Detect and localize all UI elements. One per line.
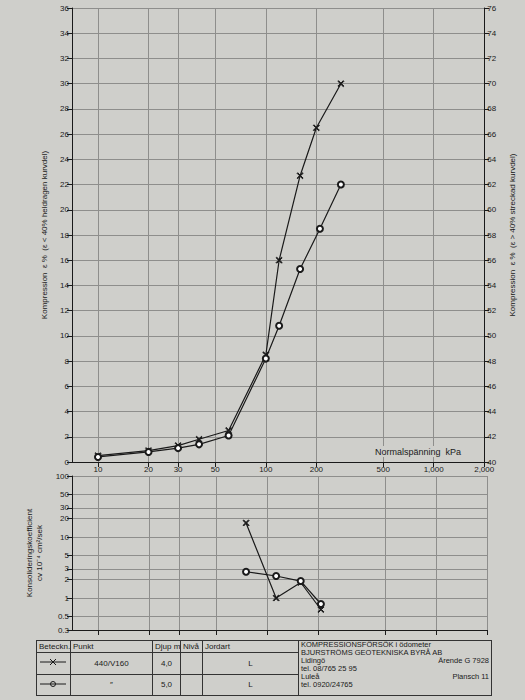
svg-text:50: 50 bbox=[211, 465, 220, 474]
svg-text:20: 20 bbox=[144, 465, 153, 474]
svg-text:Kompression ε % (ε < 40% hel: Kompression ε % (ε < 40% heldragen kurvd… bbox=[40, 151, 49, 320]
svg-text:24: 24 bbox=[60, 155, 69, 164]
html-text:Jordart: Jordart bbox=[205, 642, 230, 651]
svg-text:70: 70 bbox=[487, 79, 496, 88]
svg-text:10: 10 bbox=[60, 331, 69, 340]
svg-text:36: 36 bbox=[60, 4, 69, 13]
svg-text:30: 30 bbox=[174, 465, 183, 474]
svg-text:5: 5 bbox=[65, 551, 70, 560]
svg-text:12: 12 bbox=[60, 306, 69, 315]
html-text:440/V160: 440/V160 bbox=[94, 658, 129, 668]
svg-text:20: 20 bbox=[60, 205, 69, 214]
svg-text:60: 60 bbox=[487, 205, 496, 214]
svg-text:54: 54 bbox=[487, 281, 496, 290]
svg-text:1: 1 bbox=[65, 594, 70, 603]
html-text:L: L bbox=[248, 680, 253, 690]
html-text:KOMPRESSIONSFÖRSÖK i ödometer: KOMPRESSIONSFÖRSÖK i ödometer bbox=[301, 640, 431, 649]
svg-text:58: 58 bbox=[487, 231, 496, 240]
svg-text:44: 44 bbox=[487, 407, 496, 416]
html-text:Djup m Nivå: Djup m Nivå bbox=[155, 642, 199, 651]
svg-text:76: 76 bbox=[487, 4, 496, 13]
svg-text:100: 100 bbox=[56, 472, 70, 481]
svg-text:56: 56 bbox=[487, 256, 496, 265]
html-text:Luleå: Luleå bbox=[301, 672, 320, 681]
svg-text:10: 10 bbox=[94, 465, 103, 474]
svg-text:14: 14 bbox=[60, 281, 69, 290]
html-text:5,0: 5,0 bbox=[160, 680, 173, 690]
svg-text:2,000: 2,000 bbox=[474, 465, 495, 474]
svg-text:cv 10⁻⁴ cm²/sek: cv 10⁻⁴ cm²/sek bbox=[35, 524, 44, 581]
svg-text:50: 50 bbox=[487, 331, 496, 340]
svg-text:200: 200 bbox=[310, 465, 324, 474]
svg-text:2: 2 bbox=[65, 432, 70, 441]
svg-text:74: 74 bbox=[487, 29, 496, 38]
html-text:L: L bbox=[248, 658, 253, 668]
svg-text:500: 500 bbox=[376, 465, 390, 474]
svg-text:2: 2 bbox=[65, 575, 70, 584]
svg-text:28: 28 bbox=[60, 104, 69, 113]
svg-text:0.3: 0.3 bbox=[58, 626, 70, 635]
svg-text:20: 20 bbox=[60, 514, 69, 523]
svg-text:42: 42 bbox=[487, 432, 496, 441]
html-text:Plansch 11: Plansch 11 bbox=[452, 672, 489, 681]
svg-text:16: 16 bbox=[60, 256, 69, 265]
svg-text:34: 34 bbox=[60, 29, 69, 38]
svg-text:68: 68 bbox=[487, 104, 496, 113]
svg-text:4: 4 bbox=[65, 407, 70, 416]
html-text:tel. 08/765 25 95: tel. 08/765 25 95 bbox=[301, 664, 357, 673]
html-text:4,0: 4,0 bbox=[160, 658, 173, 668]
svg-text:1,000: 1,000 bbox=[424, 465, 445, 474]
svg-text:0: 0 bbox=[65, 458, 70, 467]
svg-text:72: 72 bbox=[487, 54, 496, 63]
svg-text:40: 40 bbox=[487, 457, 497, 467]
svg-text:64: 64 bbox=[487, 155, 496, 164]
svg-text:50: 50 bbox=[60, 490, 69, 499]
html-text:BJURSTRÖMS GEOTEKNISKA BYRÅ AB: BJURSTRÖMS GEOTEKNISKA BYRÅ AB bbox=[301, 648, 443, 657]
svg-text:3: 3 bbox=[65, 564, 70, 573]
svg-text:Kompression ε % (ε > 40% str: Kompression ε % (ε > 40% streckad kurvde… bbox=[508, 153, 517, 316]
html-text:Lidingö: Lidingö bbox=[301, 656, 326, 665]
html-text:Ärende G 7928: Ärende G 7928 bbox=[438, 656, 489, 665]
svg-text:26: 26 bbox=[60, 130, 69, 139]
svg-text:Konsolideringskoefficient: Konsolideringskoefficient bbox=[25, 508, 34, 597]
svg-text:22: 22 bbox=[60, 180, 69, 189]
svg-text:6: 6 bbox=[65, 382, 70, 391]
svg-text:62: 62 bbox=[487, 180, 496, 189]
svg-text:30: 30 bbox=[60, 503, 69, 512]
svg-text:46: 46 bbox=[487, 382, 496, 391]
svg-text:32: 32 bbox=[60, 54, 69, 63]
svg-text:100: 100 bbox=[259, 465, 273, 474]
html-text:tel. 0920/24765: tel. 0920/24765 bbox=[301, 680, 353, 689]
svg-text:10: 10 bbox=[60, 533, 69, 542]
svg-text:66: 66 bbox=[487, 130, 496, 139]
svg-text:8: 8 bbox=[65, 357, 70, 366]
svg-text:0.5: 0.5 bbox=[58, 612, 70, 621]
svg-text:52: 52 bbox=[487, 306, 496, 315]
svg-text:48: 48 bbox=[487, 357, 496, 366]
svg-text:30: 30 bbox=[60, 79, 69, 88]
html-text:Beteckn. Punkt: Beteckn. Punkt bbox=[39, 642, 94, 651]
svg-text:Normalspänning kPa: Normalspänning kPa bbox=[375, 447, 461, 457]
svg-text:18: 18 bbox=[60, 231, 69, 240]
